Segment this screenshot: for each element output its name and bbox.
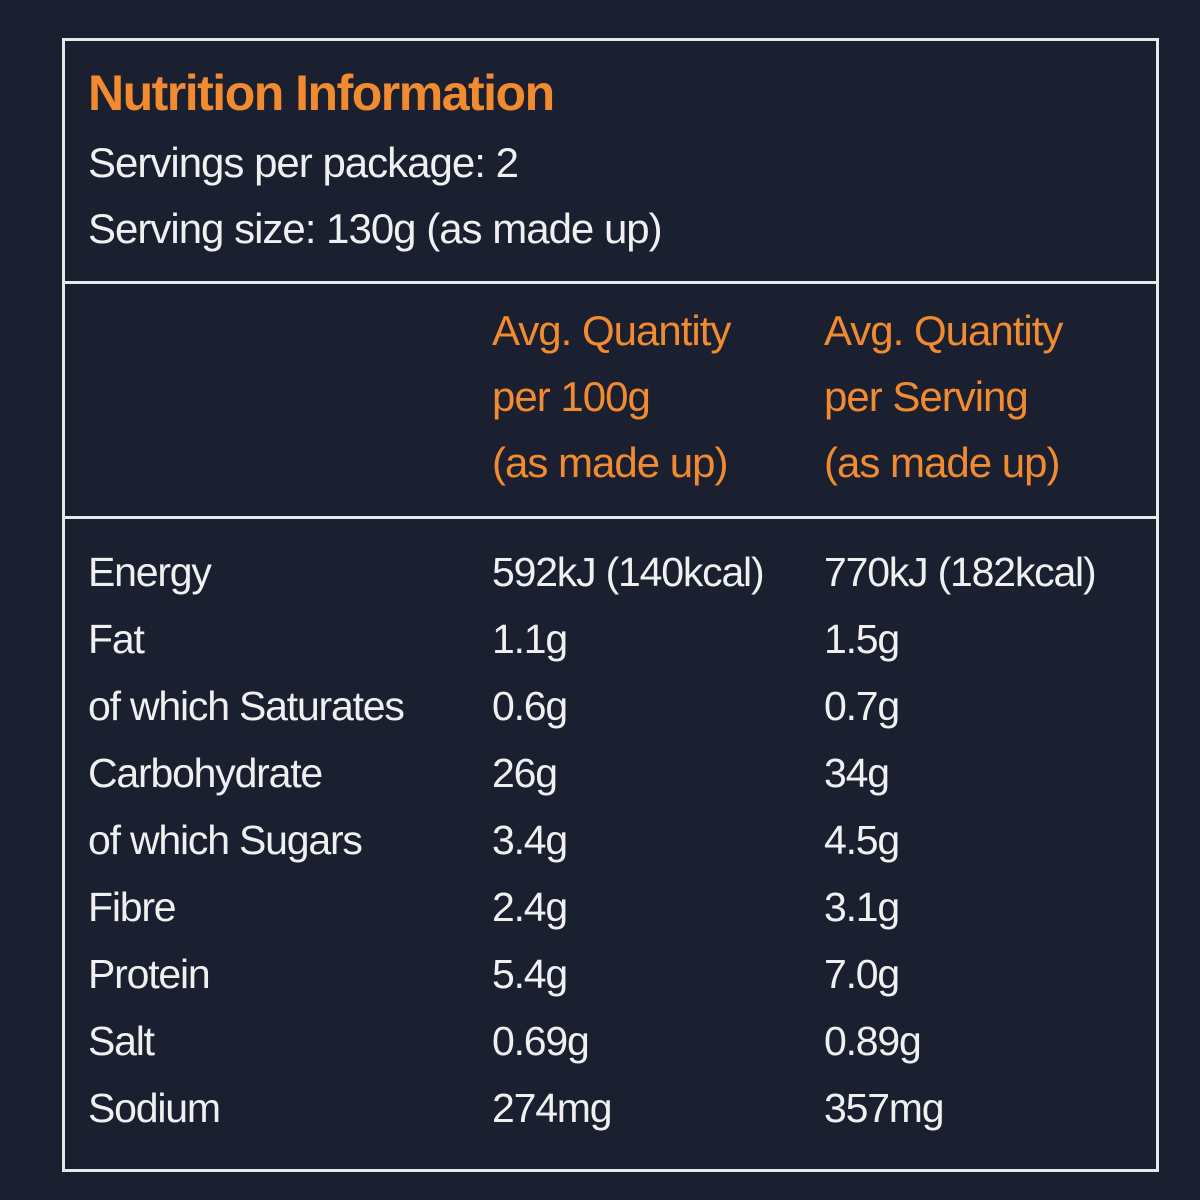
column-header: per 100g: [492, 373, 651, 420]
nutrient-value: 1.1g: [492, 616, 568, 662]
nutrient-value: 1.5g: [824, 616, 900, 662]
nutrient-name: Protein: [88, 951, 211, 997]
nutrient-value: 3.1g: [824, 884, 900, 930]
nutrient-value: 34g: [824, 750, 890, 796]
nutrient-value: 0.69g: [492, 1018, 590, 1064]
nutrient-name: Sodium: [88, 1085, 221, 1131]
nutrient-value: 274mg: [492, 1085, 613, 1131]
nutrient-value: 0.89g: [824, 1018, 922, 1064]
nutrient-value: 2.4g: [492, 884, 568, 930]
nutrient-value: 26g: [492, 750, 558, 796]
nutrient-value: 592kJ (140kcal): [492, 549, 765, 595]
nutrient-name: Salt: [88, 1018, 155, 1064]
column-header: Avg. Quantity: [824, 307, 1063, 354]
column-header: Avg. Quantity: [492, 307, 731, 354]
nutrient-value: 357mg: [824, 1085, 945, 1131]
nutrient-value: 0.7g: [824, 683, 900, 729]
nutrient-value: 7.0g: [824, 951, 900, 997]
nutrient-value: 4.5g: [824, 817, 900, 863]
nutrient-value: 3.4g: [492, 817, 568, 863]
column-header: (as made up): [492, 439, 728, 486]
divider: [62, 281, 1159, 284]
column-header: per Serving: [824, 373, 1029, 420]
column-header: (as made up): [824, 439, 1060, 486]
nutrient-value: 0.6g: [492, 683, 568, 729]
divider: [62, 516, 1159, 519]
nutrient-name: Carbohydrate: [88, 750, 323, 796]
nutrient-name: Fibre: [88, 884, 177, 930]
nutrient-name: Energy: [88, 549, 212, 595]
label-border: [62, 38, 1159, 1172]
nutrient-value: 5.4g: [492, 951, 568, 997]
serving-size: Serving size: 130g (as made up): [88, 205, 663, 252]
nutrient-name: Fat: [88, 616, 145, 662]
nutrient-name: of which Saturates: [88, 683, 405, 729]
title: Nutrition Information: [88, 65, 555, 121]
nutrient-name: of which Sugars: [88, 817, 363, 863]
nutrient-value: 770kJ (182kcal): [824, 549, 1097, 595]
servings: Servings per package: 2: [88, 139, 519, 186]
